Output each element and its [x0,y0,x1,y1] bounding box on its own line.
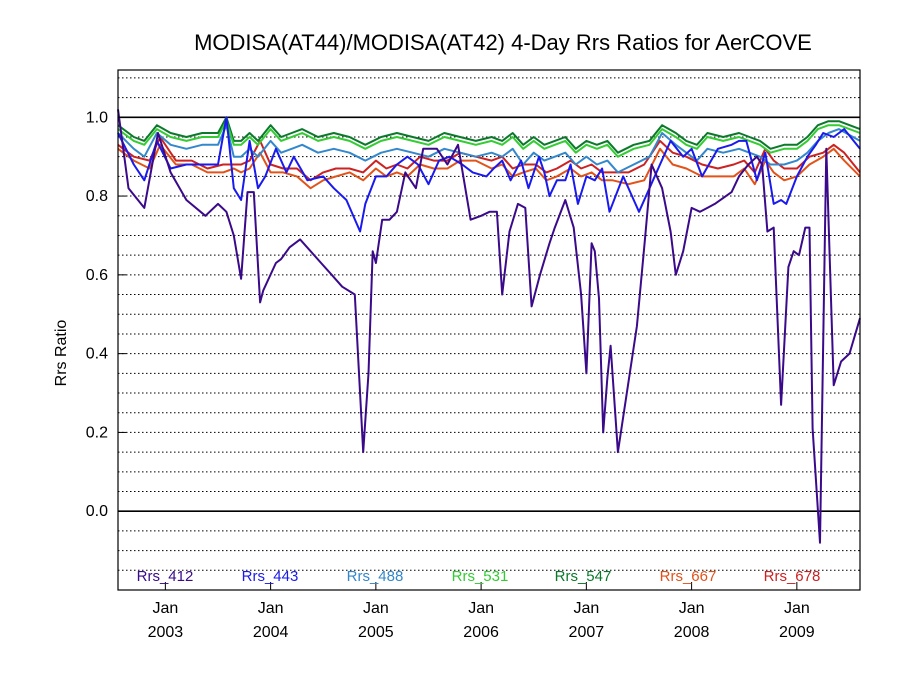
legend-entry-rrs-443: Rrs_443 [242,568,299,585]
legend-entry-rrs-412: Rrs_412 [137,568,194,585]
series-line-rrs-678 [117,136,861,182]
y-tick-label: 1.0 [86,109,108,126]
x-tick-label-month: Jan [258,600,284,617]
x-tick-label-year: 2004 [253,624,289,641]
y-tick-label: 0.6 [86,267,108,284]
axis-ticks: 0.0 0.2 0.4 0.6 0.8 1.0 Jan 2003 Jan 2004 Jan 2005 J… [86,109,815,641]
legend-entry-rrs-547: Rrs_547 [555,568,612,585]
x-tick-label-month: Jan [152,600,178,617]
series-line-rrs-547 [117,116,861,154]
x-tick-label-month: Jan [363,600,389,617]
y-tick-label: 0.2 [86,424,108,441]
plot-frame [117,69,861,591]
x-tick-label-month: Jan [679,600,705,617]
x-tick-label-year: 2003 [148,624,184,641]
y-tick-label: 0.0 [86,503,108,520]
reference-lines [118,116,860,513]
legend-entry-rrs-531: Rrs_531 [452,568,509,585]
series-line-rrs-531 [117,120,861,158]
x-tick-label-year: 2005 [358,624,394,641]
chart-title: MODISA(AT44)/MODISA(AT42) 4-Day Rrs Rati… [194,30,812,55]
legend-entry-rrs-678: Rrs_678 [764,568,821,585]
legend-entry-rrs-667: Rrs_667 [660,568,717,585]
y-axis-label: Rrs Ratio [53,320,70,387]
x-tick-label-month: Jan [468,600,494,617]
series-lines [117,109,861,544]
y-tick-label: 0.8 [86,188,108,205]
x-tick-label-month: Jan [784,600,810,617]
x-tick-label-year: 2008 [674,624,710,641]
series-line-rrs-412 [117,109,861,544]
legend-entry-rrs-488: Rrs_488 [347,568,404,585]
x-tick-label-year: 2006 [463,624,499,641]
y-tick-label: 0.4 [86,346,108,363]
legend: Rrs_412 Rrs_443 Rrs_488 Rrs_531 Rrs_547 Rrs_6… [137,568,821,585]
series-line-rrs-443 [117,116,861,233]
x-tick-label-year: 2007 [569,624,605,641]
x-tick-label-month: Jan [573,600,599,617]
series-line-rrs-488 [117,124,861,174]
x-tick-label-year: 2009 [779,624,815,641]
